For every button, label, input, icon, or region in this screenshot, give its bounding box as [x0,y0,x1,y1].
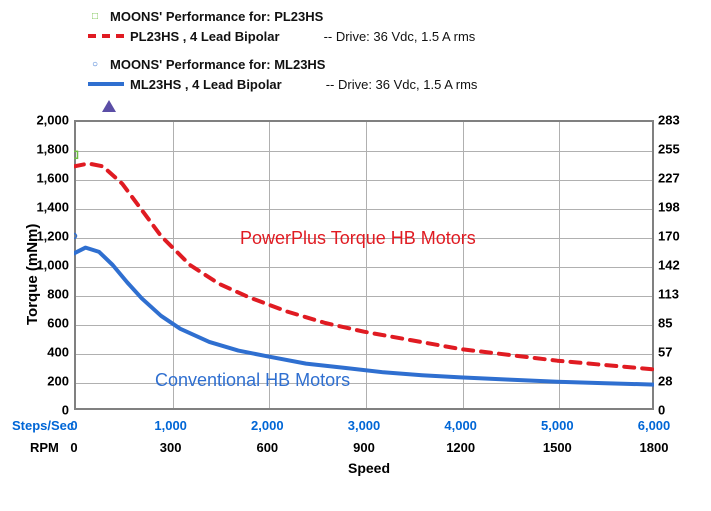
legend-ml-spec: ML23HS , 4 Lead Bipolar [130,77,282,92]
xtick-rpm: 1200 [446,440,475,455]
ytick-left: 1,600 [19,171,69,186]
chart-annotation: Conventional HB Motors [155,370,350,391]
ytick-left: 1,200 [19,229,69,244]
legend-pl-title-row: □ MOONS' Performance for: PL23HS [88,6,477,26]
legend: □ MOONS' Performance for: PL23HS PL23HS … [88,6,477,94]
steps-per-sec-label: Steps/Sec [12,418,74,433]
square-marker-icon: □ [88,11,102,22]
ytick-right: 198 [658,200,680,215]
ytick-right: 0 [658,403,665,418]
ytick-right: 113 [658,287,679,302]
legend-ml-title: MOONS' Performance for: ML23HS [110,57,325,72]
square-marker-icon [74,151,78,158]
solid-line-icon [88,82,124,86]
ytick-right: 283 [658,113,680,128]
legend-ml-drive: -- Drive: 36 Vdc, 1.5 A rms [326,77,478,92]
xtick-steps: 6,000 [638,418,671,433]
ytick-left: 600 [19,316,69,331]
series-ML23HS [74,248,654,385]
xtick-steps: 5,000 [541,418,574,433]
xtick-rpm: 300 [160,440,182,455]
ytick-left: 800 [19,287,69,302]
xtick-rpm: 0 [70,440,77,455]
legend-ml-title-row: ○ MOONS' Performance for: ML23HS [88,54,477,74]
xtick-steps: 2,000 [251,418,284,433]
ytick-right: 255 [658,142,680,157]
rpm-label: RPM [30,440,59,455]
ytick-right: 227 [658,171,680,186]
ytick-right: 170 [658,229,680,244]
xtick-rpm: 900 [353,440,375,455]
dashed-line-icon [88,34,124,38]
ytick-right: 57 [658,345,672,360]
circle-marker-icon [74,234,77,239]
legend-pl-drive: -- Drive: 36 Vdc, 1.5 A rms [324,29,476,44]
xtick-rpm: 1500 [543,440,572,455]
ytick-left: 2,000 [19,113,69,128]
legend-pl-title: MOONS' Performance for: PL23HS [110,9,323,24]
xtick-rpm: 600 [256,440,278,455]
ytick-left: 1,400 [19,200,69,215]
xtick-rpm: 1800 [640,440,669,455]
ytick-left: 400 [19,345,69,360]
ytick-left: 0 [19,403,69,418]
legend-pl-spec-row: PL23HS , 4 Lead Bipolar -- Drive: 36 Vdc… [88,26,477,46]
speed-axis-title: Speed [348,460,390,476]
ytick-left: 1,000 [19,258,69,273]
series-PL23HS [74,164,654,370]
chart-container: □ MOONS' Performance for: PL23HS PL23HS … [0,0,711,511]
circle-marker-icon: ○ [88,59,102,70]
legend-pl-spec: PL23HS , 4 Lead Bipolar [130,29,280,44]
xtick-steps: 3,000 [348,418,381,433]
ytick-right: 85 [658,316,672,331]
xtick-steps: 1,000 [154,418,187,433]
ytick-left: 200 [19,374,69,389]
xtick-steps: 4,000 [444,418,477,433]
ytick-right: 142 [658,258,680,273]
triangle-up-icon [102,100,116,112]
legend-ml-spec-row: ML23HS , 4 Lead Bipolar -- Drive: 36 Vdc… [88,74,477,94]
ytick-right: 28 [658,374,672,389]
chart-annotation: PowerPlus Torque HB Motors [240,228,476,249]
plot-svg [74,120,654,410]
ytick-left: 1,800 [19,142,69,157]
